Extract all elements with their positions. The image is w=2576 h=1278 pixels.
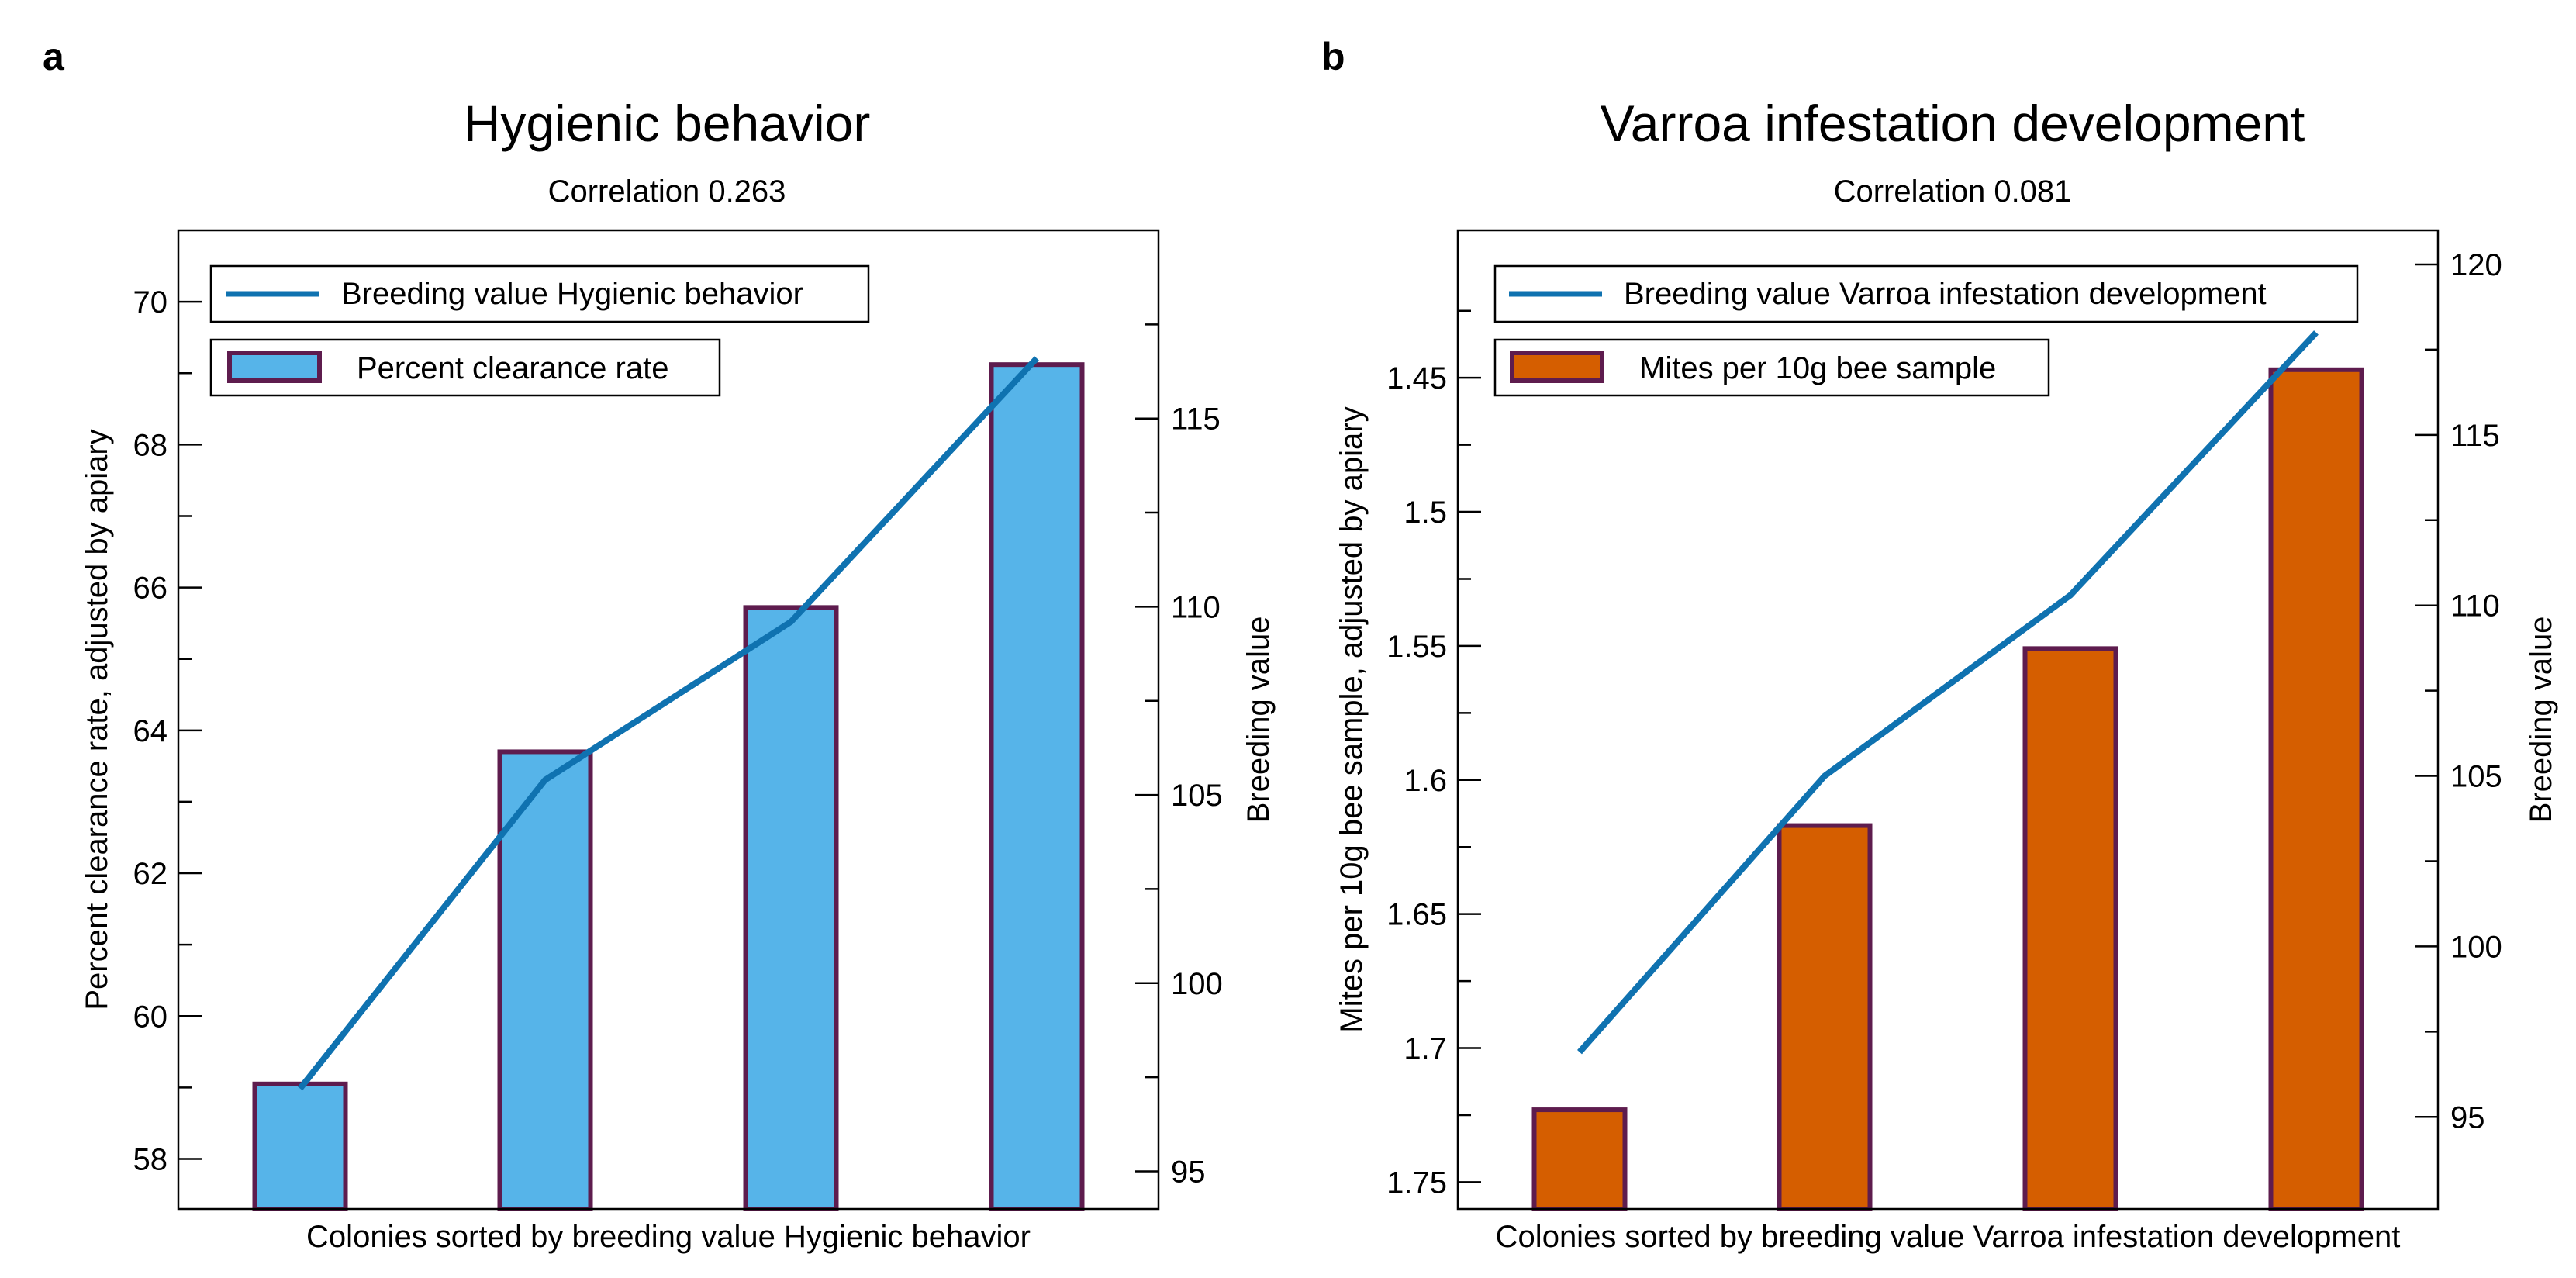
- panel-b-ytick-label: 1.45: [1386, 361, 1447, 395]
- panel-b-plot-frame: [1456, 229, 2440, 1211]
- panel-b: b Varroa infestation development Correla…: [1321, 35, 2558, 1254]
- panel-b-bar-2: [1777, 823, 1873, 1212]
- panel-b-ytick-label: 1.6: [1404, 764, 1447, 798]
- panel-b-legend-line-box: [1493, 264, 2359, 323]
- panel-b-title: Varroa infestation development: [1601, 95, 2305, 152]
- panel-a-bar-1: [252, 1081, 348, 1212]
- panel-a-right-ticks: 95 100 105 110 115: [1135, 323, 1223, 1189]
- panel-a-legend-bar-box: [209, 338, 721, 397]
- panel-b-xlabel: Colonies sorted by breeding value Varroa…: [1496, 1220, 2401, 1254]
- panel-a-y2tick-label: 95: [1171, 1155, 1206, 1189]
- panel-b-ytick-label: 1.5: [1404, 496, 1447, 530]
- panel-a-y2label: Breeding value: [1241, 617, 1276, 824]
- panel-a-ytick-label: 62: [133, 857, 168, 891]
- panel-a-letter: a: [43, 35, 65, 78]
- panel-a-ytick-label: 66: [133, 572, 168, 606]
- panel-a-legend-line-box: [209, 264, 870, 323]
- panel-b-bar-3: [2022, 646, 2118, 1211]
- panel-b-subtitle: Correlation 0.081: [1834, 174, 2072, 209]
- panel-b-y2tick-label: 100: [2450, 930, 2502, 964]
- panel-a-ytick-label: 64: [133, 714, 168, 748]
- panel-a-legend: Breeding value Hygienic behavior Percent…: [209, 264, 870, 397]
- panel-a-ytick-label: 68: [133, 428, 168, 462]
- panel-a-legend-bar-swatch: [227, 351, 322, 383]
- panel-b-breeding-line: [1577, 330, 2319, 1055]
- panel-a: a Hygienic behavior Correlation 0.263 58…: [43, 35, 1276, 1254]
- panel-b-y2label: Breeding value: [2524, 617, 2558, 824]
- panel-a-y2tick-label: 100: [1171, 967, 1223, 1001]
- panel-b-ytick-label: 1.55: [1386, 630, 1447, 664]
- panel-a-y2tick-label: 110: [1171, 590, 1221, 624]
- panel-a-bar-4: [989, 362, 1085, 1211]
- panel-b-y2tick-label: 115: [2450, 419, 2500, 453]
- panel-a-legend-line-label: Breeding value Hygienic behavior: [341, 277, 803, 311]
- panel-a-left-ticks: 58 60 62 64 66 68 70: [133, 285, 202, 1177]
- panel-b-legend-line-label: Breeding value Varroa infestation develo…: [1624, 277, 2267, 311]
- panel-b-y2tick-label: 110: [2450, 589, 2500, 623]
- panel-b-y2tick-label: 95: [2450, 1100, 2485, 1135]
- panel-b-y2tick-label: 105: [2450, 760, 2502, 794]
- panel-a-y2tick-label: 105: [1171, 779, 1223, 813]
- panel-b-letter: b: [1321, 35, 1345, 78]
- panel-a-bars: [252, 362, 1085, 1212]
- panel-a-ytick-label: 58: [133, 1143, 168, 1177]
- panel-a-ytick-label: 60: [133, 1000, 168, 1034]
- panel-b-ylabel: Mites per 10g bee sample, adjusted by ap…: [1335, 406, 1369, 1032]
- panel-b-legend-bar-label: Mites per 10g bee sample: [1639, 351, 1996, 385]
- panel-a-y2tick-label: 115: [1171, 402, 1221, 437]
- panel-a-bar-3: [743, 605, 839, 1211]
- panel-b-bar-4: [2268, 367, 2364, 1212]
- panel-b-ytick-label: 1.7: [1404, 1032, 1447, 1066]
- panel-a-xlabel: Colonies sorted by breeding value Hygien…: [306, 1220, 1031, 1254]
- panel-a-legend-bar-label: Percent clearance rate: [357, 351, 668, 385]
- panel-b-legend: Breeding value Varroa infestation develo…: [1493, 264, 2359, 397]
- panel-a-subtitle: Correlation 0.263: [548, 174, 786, 209]
- panel-b-bar-1: [1531, 1107, 1628, 1212]
- panel-a-ylabel: Percent clearance rate, adjusted by apia…: [80, 429, 114, 1010]
- panel-b-ytick-label: 1.65: [1386, 898, 1447, 932]
- panel-b-left-ticks: 1.45 1.5 1.55 1.6 1.65 1.7 1.75: [1386, 309, 1481, 1200]
- panel-a-plot-frame: [177, 229, 1160, 1211]
- panel-b-ytick-label: 1.75: [1386, 1166, 1447, 1200]
- panel-a-title: Hygienic behavior: [464, 95, 871, 152]
- panel-b-right-ticks: 95 100 105 110 115 120: [2415, 248, 2502, 1135]
- panel-a-ytick-label: 70: [133, 285, 168, 320]
- panel-b-legend-bar-swatch: [1510, 351, 1604, 383]
- panel-b-y2tick-label: 120: [2450, 248, 2502, 282]
- panel-a-breeding-line: [297, 356, 1039, 1091]
